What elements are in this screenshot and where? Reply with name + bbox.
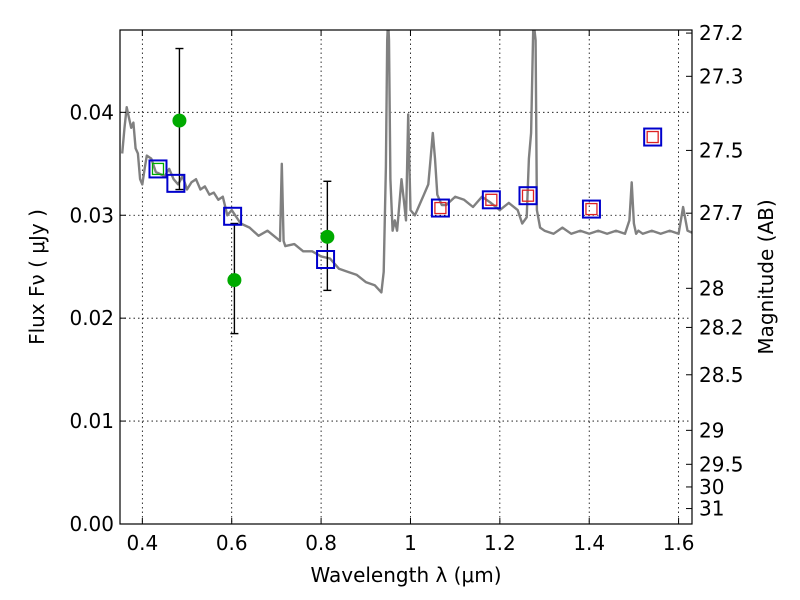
plot-frame	[119, 29, 693, 525]
x-tick-label: 1.6	[663, 531, 695, 555]
model-square	[581, 199, 601, 219]
x-tick-label: 0.6	[216, 531, 248, 555]
y2-tick-label: 27.3	[699, 64, 744, 88]
model-square	[316, 250, 336, 270]
y2-tick-label: 31	[699, 497, 724, 521]
y-tick-label: 0.00	[69, 512, 114, 536]
y2-tick-label: 28.2	[699, 315, 744, 339]
observed-point	[320, 229, 335, 244]
model-square	[166, 173, 186, 193]
y-tick-label: 0.03	[69, 203, 114, 227]
y2-tick-label: 29.5	[699, 452, 744, 476]
x-tick-label: 0.4	[126, 531, 158, 555]
y2-tick-label: 29	[699, 418, 724, 442]
y2-tick-label: 27.2	[699, 21, 744, 45]
axis-ticks: 0.4 0.6 0.8 1 1.2 1.4 1.6 0.00 0.01 0.02 0.03 0.04 2…	[69, 21, 743, 555]
y2-tick-label: 30	[699, 475, 724, 499]
y-tick-label: 0.01	[69, 409, 114, 433]
model-square	[148, 159, 168, 179]
model-square	[481, 190, 501, 210]
observed-point	[172, 113, 187, 128]
sed-template-line	[121, 30, 692, 294]
y2-tick-label: 28	[699, 276, 724, 300]
model-square	[430, 198, 450, 218]
inner-marker	[151, 162, 165, 176]
x-tick-label: 1	[404, 531, 417, 555]
inner-marker	[485, 193, 498, 206]
model-square	[643, 127, 663, 147]
y2-tick-label: 28.5	[699, 363, 744, 387]
x-tick-label: 1.2	[484, 531, 516, 555]
inner-marker	[521, 189, 535, 202]
y-axis-label: Flux Fν ( μJy )	[25, 209, 49, 345]
inner-marker	[585, 202, 598, 216]
observed-point	[227, 273, 242, 288]
y2-tick-label: 27.5	[699, 138, 744, 162]
y-tick-label: 0.04	[69, 100, 114, 124]
y2-tick-label: 27.7	[699, 201, 744, 225]
x-tick-label: 0.8	[305, 531, 337, 555]
model-square	[223, 206, 243, 226]
y2-axis-label: Magnitude (AB)	[754, 199, 778, 354]
y-tick-label: 0.02	[69, 306, 114, 330]
x-axis-label: Wavelength λ (μm)	[310, 563, 501, 587]
model-square	[518, 186, 538, 206]
x-tick-label: 1.4	[573, 531, 605, 555]
inner-marker	[434, 201, 447, 215]
plot-area	[121, 30, 692, 335]
inner-marker	[646, 130, 659, 144]
